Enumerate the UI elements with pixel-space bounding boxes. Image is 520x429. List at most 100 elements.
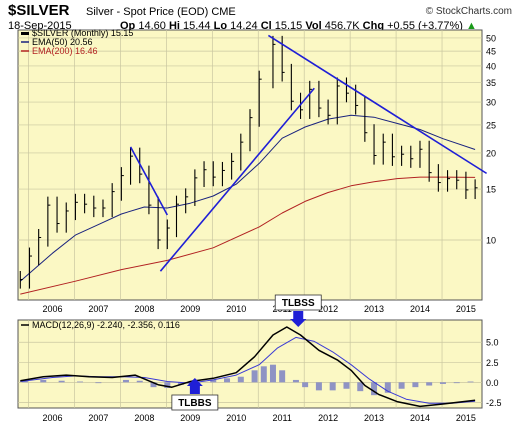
y-tick-label: 25 bbox=[486, 120, 496, 130]
high-label: Hi bbox=[168, 20, 180, 32]
annotation-box bbox=[171, 394, 219, 411]
y-tick-label: 10 bbox=[486, 235, 496, 245]
change-label: Chg bbox=[362, 20, 385, 32]
open-label: Op bbox=[120, 20, 136, 32]
x-tick-label: 2015 bbox=[456, 304, 476, 314]
histogram-bar bbox=[178, 382, 185, 385]
histogram-bar bbox=[329, 382, 336, 391]
histogram-bar bbox=[164, 382, 171, 388]
x-tick-label: 2009 bbox=[180, 304, 200, 314]
x-tick-label: 2014 bbox=[410, 304, 430, 314]
change-value: +0.55 (+3.77%) bbox=[387, 20, 463, 32]
histogram-bar bbox=[260, 366, 267, 383]
annotation-box bbox=[274, 294, 322, 311]
histogram-bar bbox=[343, 382, 350, 389]
arrow-up-icon bbox=[186, 378, 203, 394]
x-tick-label: 2006 bbox=[42, 304, 62, 314]
histogram-bar bbox=[122, 379, 129, 383]
histogram-bar bbox=[412, 382, 419, 388]
x-tick-label: 2012 bbox=[318, 413, 338, 423]
trendline bbox=[129, 146, 169, 216]
y-tick-label: 35 bbox=[486, 78, 496, 88]
histogram-bar bbox=[224, 378, 231, 383]
arrow-down-icon bbox=[290, 311, 307, 327]
volume-value: 456.7K bbox=[324, 20, 360, 32]
histogram-bar bbox=[77, 381, 84, 383]
close-value: 15.15 bbox=[274, 20, 303, 32]
legend-label: $SILVER (Monthly) 15.15 bbox=[32, 28, 133, 38]
y-tick-label: 0.0 bbox=[486, 378, 499, 388]
ohlc-readout: Op 14.60 Hi 15.44 Lo 14.24 Cl 15.15 Vol … bbox=[120, 20, 477, 32]
histogram-bar bbox=[237, 376, 244, 383]
histogram-bar bbox=[21, 380, 28, 383]
histogram-bar bbox=[315, 382, 322, 391]
legend-label: EMA(50) 20.56 bbox=[32, 37, 93, 47]
histogram-bar bbox=[467, 381, 474, 383]
volume-label: Vol bbox=[305, 20, 322, 32]
x-tick-label: 2014 bbox=[410, 413, 430, 423]
y-tick-label: 45 bbox=[486, 47, 496, 57]
histogram-bar bbox=[251, 370, 258, 383]
histogram-bar bbox=[58, 380, 65, 383]
annotation-label: TLBSS bbox=[282, 298, 315, 309]
close-label: Cl bbox=[260, 20, 272, 32]
macd-panel bbox=[17, 319, 483, 409]
x-tick-label: 2011 bbox=[272, 413, 291, 423]
x-tick-label: 2010 bbox=[226, 304, 246, 314]
x-tick-label: 2008 bbox=[134, 413, 154, 423]
y-tick-label: 30 bbox=[486, 98, 496, 108]
x-tick-label: 2008 bbox=[134, 304, 154, 314]
histogram-bar bbox=[210, 379, 217, 383]
low-value: 14.24 bbox=[230, 20, 258, 32]
low-label: Lo bbox=[213, 20, 228, 32]
histogram-bar bbox=[292, 379, 299, 383]
trendline bbox=[159, 87, 315, 272]
histogram-bar bbox=[136, 380, 143, 383]
x-tick-label: 2015 bbox=[456, 413, 476, 423]
x-tick-label: 2009 bbox=[180, 413, 200, 423]
y-tick-label: 15 bbox=[486, 185, 496, 195]
exchange-text: CME bbox=[211, 6, 236, 18]
stockcharts-logo[interactable]: © StockCharts.com bbox=[425, 6, 512, 17]
legend-label: EMA(200) 16.46 bbox=[32, 46, 98, 56]
macd-legend-label: MACD(12,26,9) -2.240, -2.356, 0.116 bbox=[32, 320, 180, 330]
histogram-bar bbox=[384, 382, 391, 393]
trendline bbox=[267, 34, 488, 175]
ema200-line bbox=[20, 176, 476, 295]
histogram-bar bbox=[398, 382, 405, 389]
histogram-bar bbox=[95, 382, 102, 384]
histogram-bar bbox=[279, 370, 286, 383]
ema50-line bbox=[19, 114, 476, 282]
y-tick-label: 2.5 bbox=[486, 358, 499, 368]
x-tick-label: 2007 bbox=[88, 304, 108, 314]
symbol-title: $SILVER bbox=[8, 2, 70, 19]
y-tick-label: 50 bbox=[486, 33, 496, 43]
histogram-bar bbox=[439, 382, 446, 384]
symbol-subtitle: Silver - Spot Price (EOD) CME bbox=[86, 6, 236, 18]
x-tick-label: 2007 bbox=[88, 413, 108, 423]
y-tick-label: 40 bbox=[486, 61, 496, 71]
macd-line bbox=[20, 326, 476, 408]
x-tick-label: 2006 bbox=[42, 413, 62, 423]
y-tick-label: 5.0 bbox=[486, 338, 499, 348]
x-tick-label: 2012 bbox=[318, 304, 338, 314]
histogram-bar bbox=[40, 379, 47, 383]
quote-date: 18-Sep-2015 bbox=[8, 20, 72, 32]
histogram-bar bbox=[150, 382, 157, 388]
y-tick-label: 20 bbox=[486, 148, 496, 158]
histogram-bar bbox=[453, 382, 460, 384]
high-value: 15.44 bbox=[183, 20, 211, 32]
change-up-icon: ▲ bbox=[466, 20, 477, 32]
histogram-bar bbox=[302, 382, 309, 388]
x-tick-label: 2013 bbox=[364, 413, 384, 423]
legend-swatch bbox=[21, 32, 29, 35]
histogram-bar bbox=[371, 382, 378, 396]
histogram-bar bbox=[426, 382, 433, 386]
x-tick-label: 2013 bbox=[364, 304, 384, 314]
histogram-bar bbox=[269, 364, 276, 383]
y-tick-label: -2.5 bbox=[486, 398, 502, 408]
subtitle-text: Silver - Spot Price (EOD) bbox=[86, 6, 209, 18]
x-tick-label: 2010 bbox=[226, 413, 246, 423]
annotation-label: TLBBS bbox=[178, 398, 212, 409]
